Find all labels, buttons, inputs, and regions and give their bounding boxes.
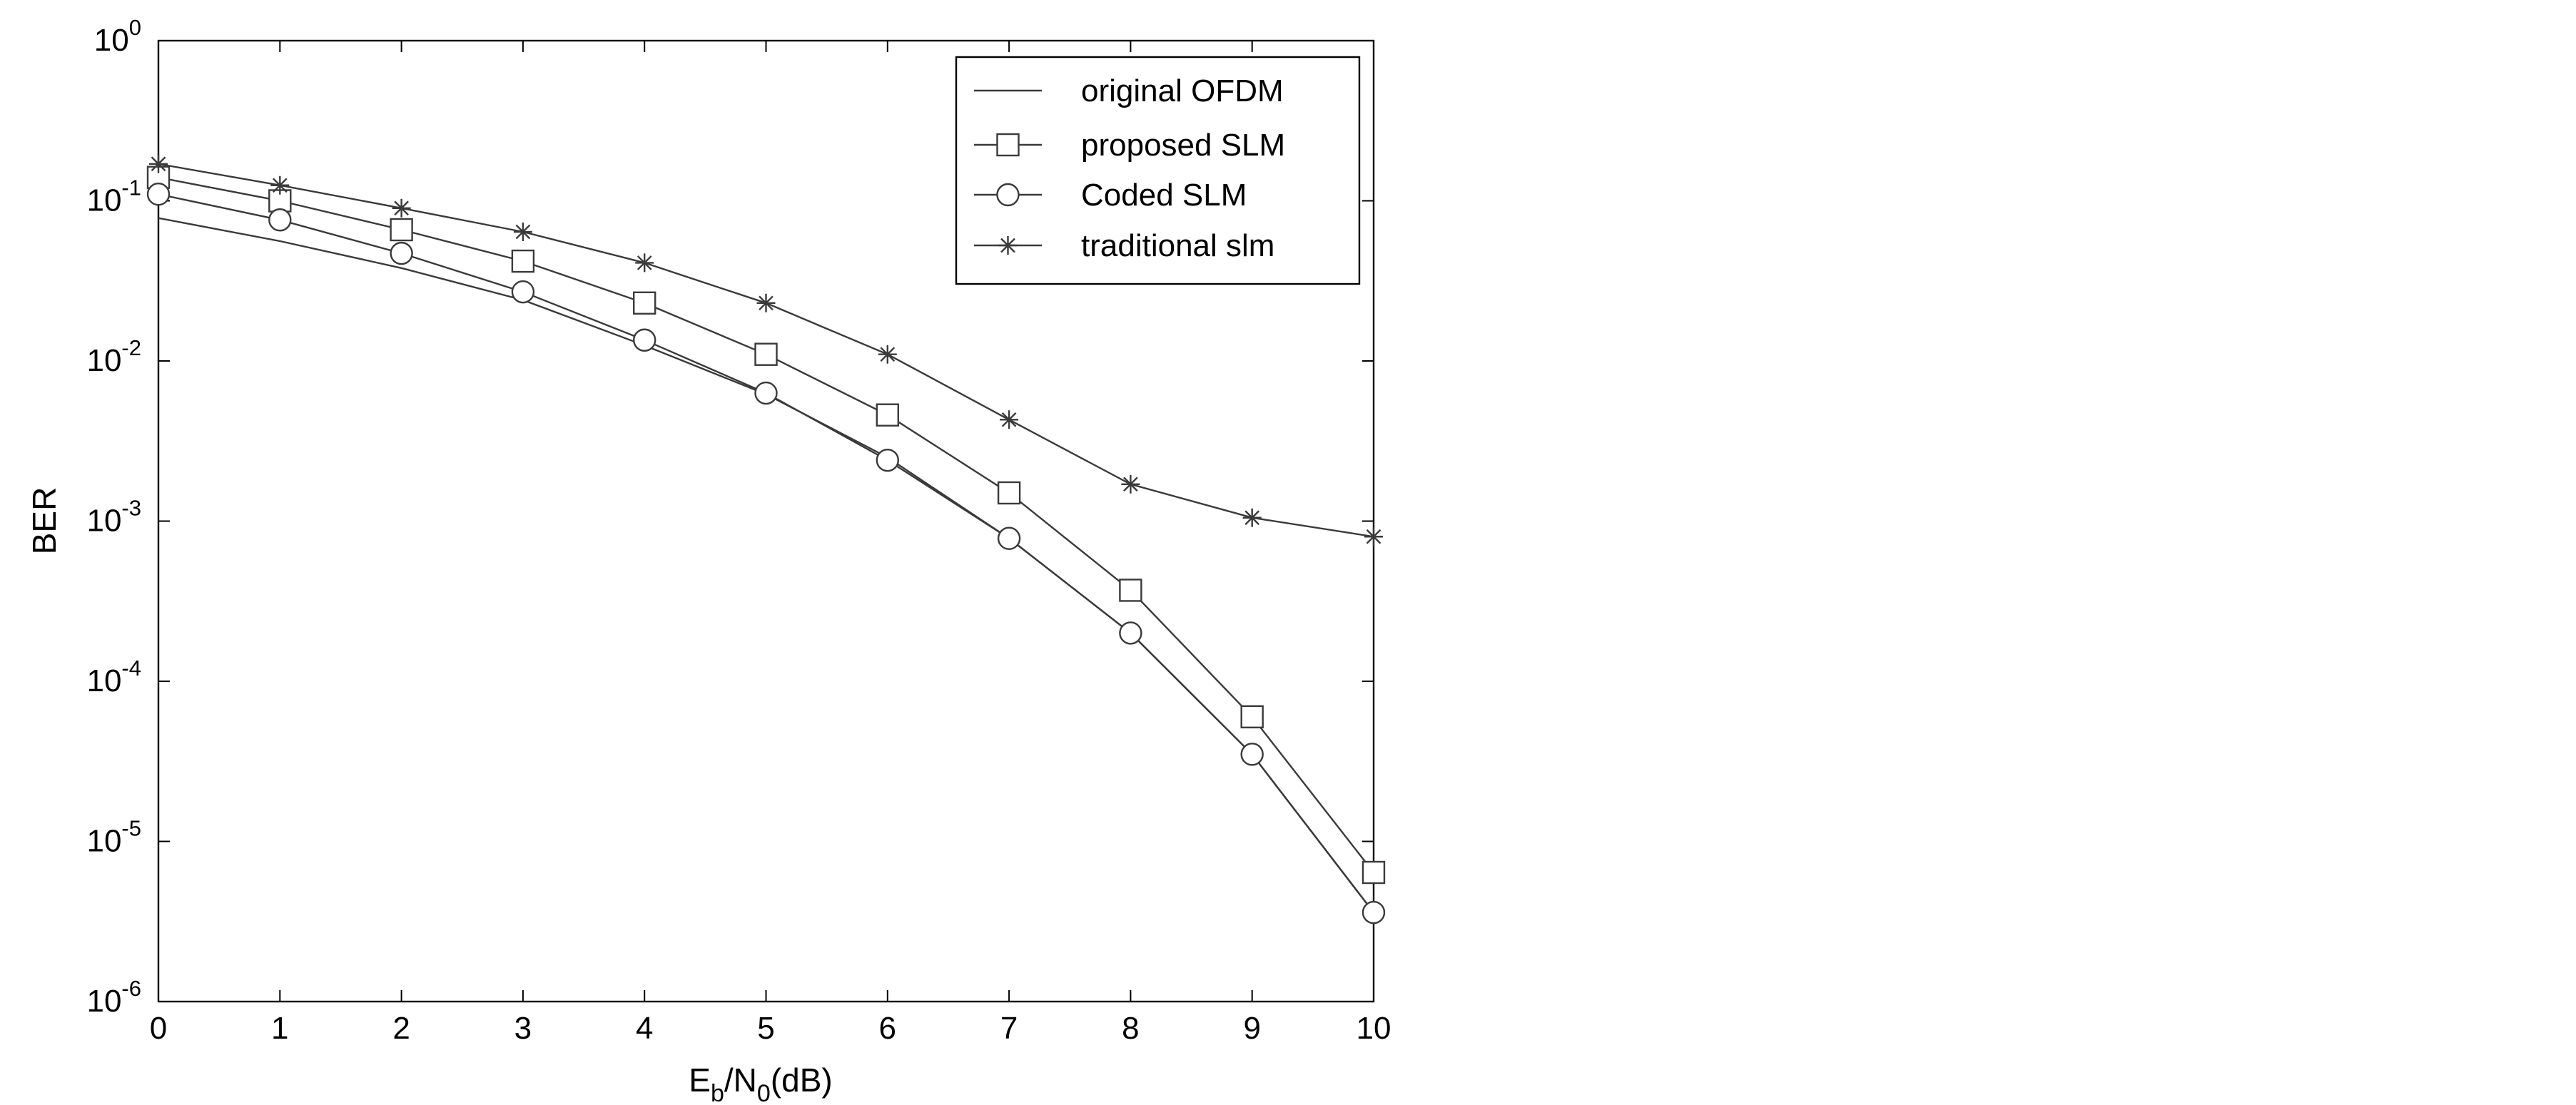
data-point — [878, 345, 897, 364]
x-tick-label: 5 — [757, 1011, 774, 1046]
y-axis-title: BER — [26, 487, 63, 555]
legend-label: proposed SLM — [1081, 128, 1285, 163]
data-point — [268, 208, 292, 232]
data-point — [997, 481, 1021, 505]
legend-entry: Coded SLM — [974, 178, 1247, 213]
series-layer — [146, 154, 1386, 925]
y-tick-label: 10-4 — [86, 656, 141, 698]
data-point — [1119, 621, 1142, 645]
data-point — [146, 183, 171, 206]
y-tick-label: 10-5 — [86, 816, 141, 859]
data-point — [511, 280, 535, 304]
legend-label: traditional slm — [1081, 228, 1274, 263]
y-tick-label: 10-3 — [86, 496, 141, 539]
data-point — [997, 526, 1021, 550]
data-point — [1242, 508, 1262, 527]
legend-label: original OFDM — [1081, 73, 1284, 108]
data-point — [1119, 579, 1142, 602]
data-point — [390, 218, 413, 242]
x-axis-title: Eb/N0(dB) — [689, 1061, 832, 1105]
x-tick-label: 8 — [1122, 1011, 1139, 1046]
legend-items: original OFDM proposed SLM Coded SLM tradit… — [974, 73, 1285, 263]
y-tick-label: 10-1 — [86, 175, 141, 218]
legend: original OFDM proposed SLM Coded SLM tradit… — [955, 56, 1361, 285]
data-point — [270, 175, 290, 195]
data-point — [1121, 474, 1140, 494]
x-tick-label: 6 — [879, 1011, 896, 1046]
data-point — [754, 342, 778, 366]
series-traditional-slm — [149, 154, 1383, 546]
data-point — [633, 291, 656, 315]
x-tick-label: 1 — [271, 1011, 288, 1046]
data-point — [1240, 705, 1264, 729]
legend-label: Coded SLM — [1081, 178, 1247, 213]
legend-marker — [996, 133, 1020, 157]
legend-marker — [998, 236, 1018, 255]
x-tick-label: 10 — [1357, 1011, 1391, 1046]
data-point — [513, 223, 532, 242]
data-point — [390, 241, 413, 265]
series-proposed-slm — [146, 166, 1386, 885]
legend-entry: original OFDM — [974, 73, 1284, 108]
series-coded-slm — [146, 183, 1386, 925]
y-tick-label: 10-2 — [86, 335, 141, 378]
data-point — [1361, 900, 1386, 925]
x-tick-label: 9 — [1243, 1011, 1260, 1046]
data-point — [754, 381, 778, 405]
data-point — [392, 198, 411, 218]
x-tick-label: 4 — [636, 1011, 653, 1046]
data-point — [1240, 743, 1264, 766]
x-tick-label: 0 — [150, 1011, 167, 1046]
data-point — [149, 154, 168, 173]
y-tick-labels: 100 10-1 10-2 10-3 10-4 10-5 10-6 — [86, 15, 141, 1019]
data-point — [1000, 410, 1019, 429]
y-tick-label: 10-6 — [86, 976, 141, 1019]
x-tick-label: 7 — [1000, 1011, 1018, 1046]
x-tick-label: 2 — [392, 1011, 410, 1046]
data-point — [756, 293, 776, 312]
data-point — [1361, 860, 1386, 885]
data-point — [633, 328, 656, 352]
data-point — [876, 403, 900, 427]
legend-entry: proposed SLM — [974, 128, 1285, 163]
data-point — [635, 253, 654, 273]
data-point — [511, 249, 535, 273]
y-tick-label: 100 — [94, 15, 141, 58]
legend-marker — [996, 183, 1020, 207]
x-tick-labels: 0 1 2 3 4 5 6 7 8 9 10 — [150, 1011, 1391, 1046]
data-point — [1364, 527, 1383, 546]
data-point — [876, 448, 900, 472]
x-tick-label: 3 — [514, 1011, 532, 1046]
legend-entry: traditional slm — [974, 228, 1274, 263]
